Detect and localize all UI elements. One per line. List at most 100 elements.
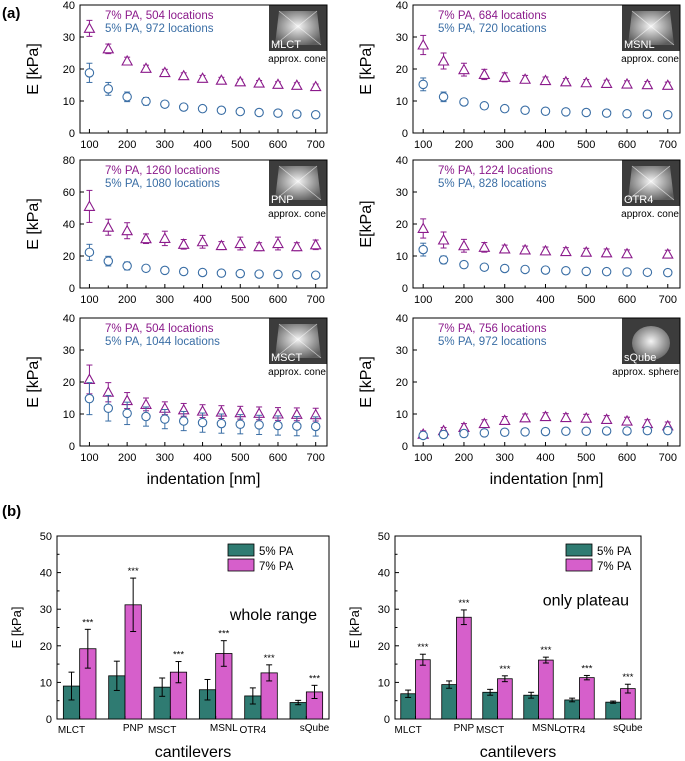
inset-label-sqube: sQube	[624, 352, 656, 364]
y-tick-label: 10	[396, 251, 408, 263]
x-axis-label: indentation [nm]	[490, 471, 604, 488]
x-tick-label: 500	[231, 294, 249, 306]
y-tick-label: 20	[40, 641, 52, 653]
point-7pa	[621, 414, 633, 426]
inset-edge	[274, 323, 318, 359]
point-5pa	[216, 268, 227, 278]
x-tick-label: 700	[307, 452, 325, 464]
point-5pa	[141, 411, 151, 422]
point-7pa	[158, 232, 171, 243]
inset-label-pnp: PNP	[271, 194, 294, 206]
y-tick-label: 40	[63, 219, 75, 231]
x-tick-label: 500	[577, 452, 595, 464]
x-tick-label: 600	[618, 452, 636, 464]
category-label: PNP	[123, 723, 144, 734]
point-5pa	[310, 421, 321, 432]
point-7pa	[102, 386, 115, 397]
point-7pa	[177, 238, 190, 249]
x-tick-label: 600	[269, 294, 287, 306]
tip-shape-note: approx. cone	[268, 54, 326, 65]
y-tick-label: 20	[63, 251, 75, 263]
x-tick-label: 100	[80, 452, 98, 464]
point-5pa	[84, 393, 95, 404]
inset-edge	[278, 165, 322, 201]
y-tick-label: 80	[63, 155, 75, 167]
point-5pa	[273, 108, 283, 118]
y-tick-label: 40	[396, 0, 408, 12]
chart-otr4: OTR4 approx. cone 7% PA, 1224 locations5% …	[358, 155, 681, 306]
significance-marker: ***	[218, 629, 229, 640]
point-5pa	[122, 261, 132, 271]
point-5pa	[642, 425, 653, 436]
legend-5pa: 5% PA, 720 locations	[438, 23, 547, 35]
point-7pa	[437, 233, 450, 245]
y-axis-label: E [kPa]	[347, 607, 362, 649]
significance-marker: ***	[458, 598, 469, 609]
point-5pa	[216, 105, 227, 116]
inset-edge	[627, 165, 671, 201]
inset-label-msct: MSCT	[271, 352, 302, 364]
x-tick-label: 500	[577, 139, 595, 151]
point-7pa	[290, 79, 303, 90]
point-5pa	[581, 107, 591, 118]
y-axis-label: E[kPa]	[358, 200, 375, 247]
category-label: MLCT	[58, 725, 85, 736]
y-tick-label: 0	[69, 441, 75, 453]
x-tick-label: 400	[193, 294, 211, 306]
point-7pa	[121, 224, 134, 236]
point-5pa	[663, 425, 673, 436]
x-tick-label: 200	[455, 294, 473, 306]
y-tick-label: 20	[396, 219, 408, 231]
point-7pa	[102, 42, 115, 54]
point-5pa	[84, 247, 95, 258]
point-5pa	[178, 416, 189, 426]
point-5pa	[418, 244, 428, 255]
y-tick-label: 60	[63, 187, 75, 199]
bar-5pa	[482, 691, 498, 720]
point-7pa	[272, 237, 284, 249]
y-tick-label: 0	[46, 714, 52, 726]
category-label: MSCT	[476, 725, 504, 736]
y-tick-label: 20	[396, 377, 408, 389]
point-7pa	[580, 412, 593, 423]
point-5pa	[561, 426, 571, 437]
significance-marker: ***	[540, 645, 551, 656]
point-7pa	[272, 78, 284, 89]
significance-marker: ***	[173, 650, 184, 661]
point-5pa	[254, 107, 264, 118]
point-5pa	[520, 105, 530, 116]
point-7pa	[458, 63, 470, 75]
inset-tip-pyramid	[628, 166, 674, 200]
point-5pa	[479, 428, 490, 438]
y-axis-label: E [kPa]	[25, 356, 42, 408]
point-7pa	[417, 222, 430, 234]
legend-5pa: 5% PA, 1080 locations	[105, 178, 220, 190]
point-5pa	[418, 79, 428, 90]
point-5pa	[235, 419, 246, 429]
point-7pa	[196, 235, 209, 247]
y-tick-label: 0	[402, 441, 408, 453]
x-tick-label: 200	[118, 294, 136, 306]
category-label: MSNL	[532, 723, 560, 734]
point-7pa	[417, 38, 430, 50]
x-tick-label: 700	[307, 139, 325, 151]
point-5pa	[438, 255, 449, 265]
point-5pa	[622, 109, 632, 119]
y-tick-label: 40	[396, 155, 408, 167]
point-5pa	[499, 427, 510, 437]
point-7pa	[158, 66, 171, 78]
tip-shape-note: approx. cone	[621, 209, 679, 220]
point-7pa	[102, 221, 115, 232]
inset-tip-pyramid	[275, 11, 321, 45]
point-7pa	[519, 411, 532, 423]
x-tick-label: 700	[659, 294, 677, 306]
point-5pa	[197, 103, 208, 114]
x-tick-label: 100	[414, 294, 432, 306]
point-7pa	[309, 238, 322, 250]
range-annotation: only plateau	[543, 593, 629, 610]
y-tick-label: 30	[396, 32, 408, 44]
y-tick-label: 0	[402, 283, 408, 295]
point-5pa	[581, 266, 591, 277]
